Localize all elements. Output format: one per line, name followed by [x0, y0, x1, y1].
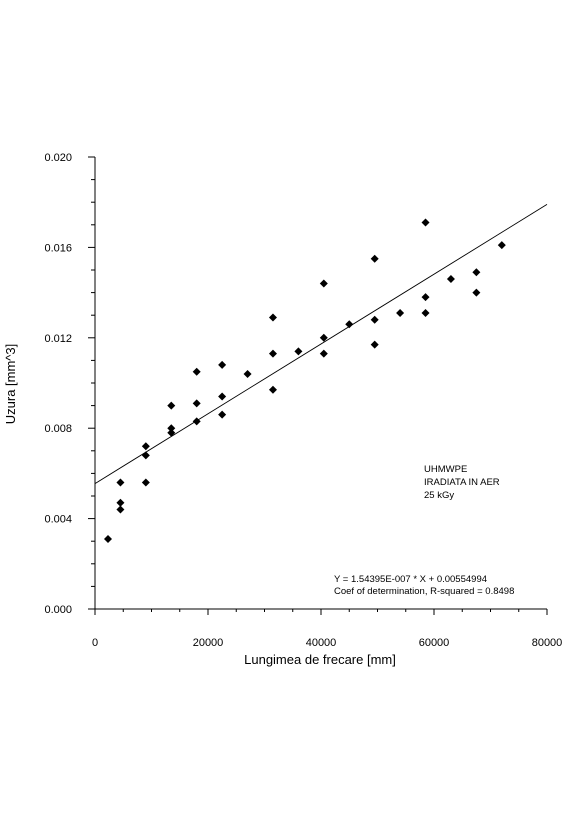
- data-point: [192, 399, 201, 408]
- data-point: [116, 505, 125, 514]
- data-point: [370, 340, 379, 349]
- data-point: [243, 369, 252, 378]
- regression-equation: Y = 1.54395E-007 * X + 0.00554994: [334, 574, 487, 585]
- x-tick-label: 40000: [306, 637, 337, 649]
- data-point: [421, 308, 430, 317]
- data-point: [497, 241, 506, 250]
- data-point: [472, 288, 481, 297]
- regression-line: [94, 204, 548, 484]
- y-tick-label: 0.004: [44, 514, 72, 526]
- sample-label-dose: 25 kGy: [424, 490, 454, 501]
- y-tick-label: 0.012: [44, 333, 72, 345]
- data-point: [268, 313, 277, 322]
- x-tick-label: 60000: [419, 637, 450, 649]
- axes: [94, 157, 547, 610]
- data-point: [218, 392, 227, 401]
- tick-labels: 0 20000 40000 60000 80000 0.000 0.004 0.008 0.01…: [44, 152, 562, 649]
- y-tick-label: 0.008: [44, 423, 72, 435]
- data-point: [218, 410, 227, 419]
- sample-label-material: UHMWPE: [424, 464, 467, 475]
- data-point: [116, 478, 125, 487]
- data-point: [396, 308, 405, 317]
- data-points: [103, 218, 506, 543]
- data-point: [472, 268, 481, 277]
- data-point: [141, 451, 150, 460]
- x-tick-label: 20000: [193, 637, 224, 649]
- x-axis-title: Lungimea de frecare [mm]: [244, 652, 396, 667]
- data-point: [167, 401, 176, 410]
- x-tick-label: 0: [92, 637, 98, 649]
- data-point: [268, 349, 277, 358]
- data-point: [192, 417, 201, 426]
- data-point: [446, 275, 455, 284]
- data-point: [192, 367, 201, 376]
- data-point: [421, 293, 430, 302]
- data-point: [167, 424, 176, 433]
- data-point: [345, 320, 354, 329]
- data-point: [294, 347, 303, 356]
- data-point: [218, 360, 227, 369]
- r-squared-label: Coef of determination, R-squared = 0.849…: [334, 586, 514, 597]
- x-tick-label: 80000: [532, 637, 563, 649]
- data-point: [268, 385, 277, 394]
- y-tick-label: 0.000: [44, 604, 72, 616]
- data-point: [370, 315, 379, 324]
- data-point: [167, 428, 176, 437]
- data-point: [421, 218, 430, 227]
- data-point: [141, 478, 150, 487]
- data-point: [103, 534, 112, 543]
- data-point: [370, 254, 379, 263]
- y-tick-label: 0.016: [44, 242, 72, 254]
- data-point: [116, 498, 125, 507]
- data-point: [319, 349, 328, 358]
- data-point: [319, 279, 328, 288]
- y-axis-title: Uzura [mm^3]: [3, 344, 18, 425]
- sample-label-condition: IRADIATA IN AER: [424, 477, 500, 488]
- ticks: [88, 156, 548, 615]
- y-tick-label: 0.020: [44, 152, 72, 164]
- data-point: [319, 333, 328, 342]
- data-point: [141, 442, 150, 451]
